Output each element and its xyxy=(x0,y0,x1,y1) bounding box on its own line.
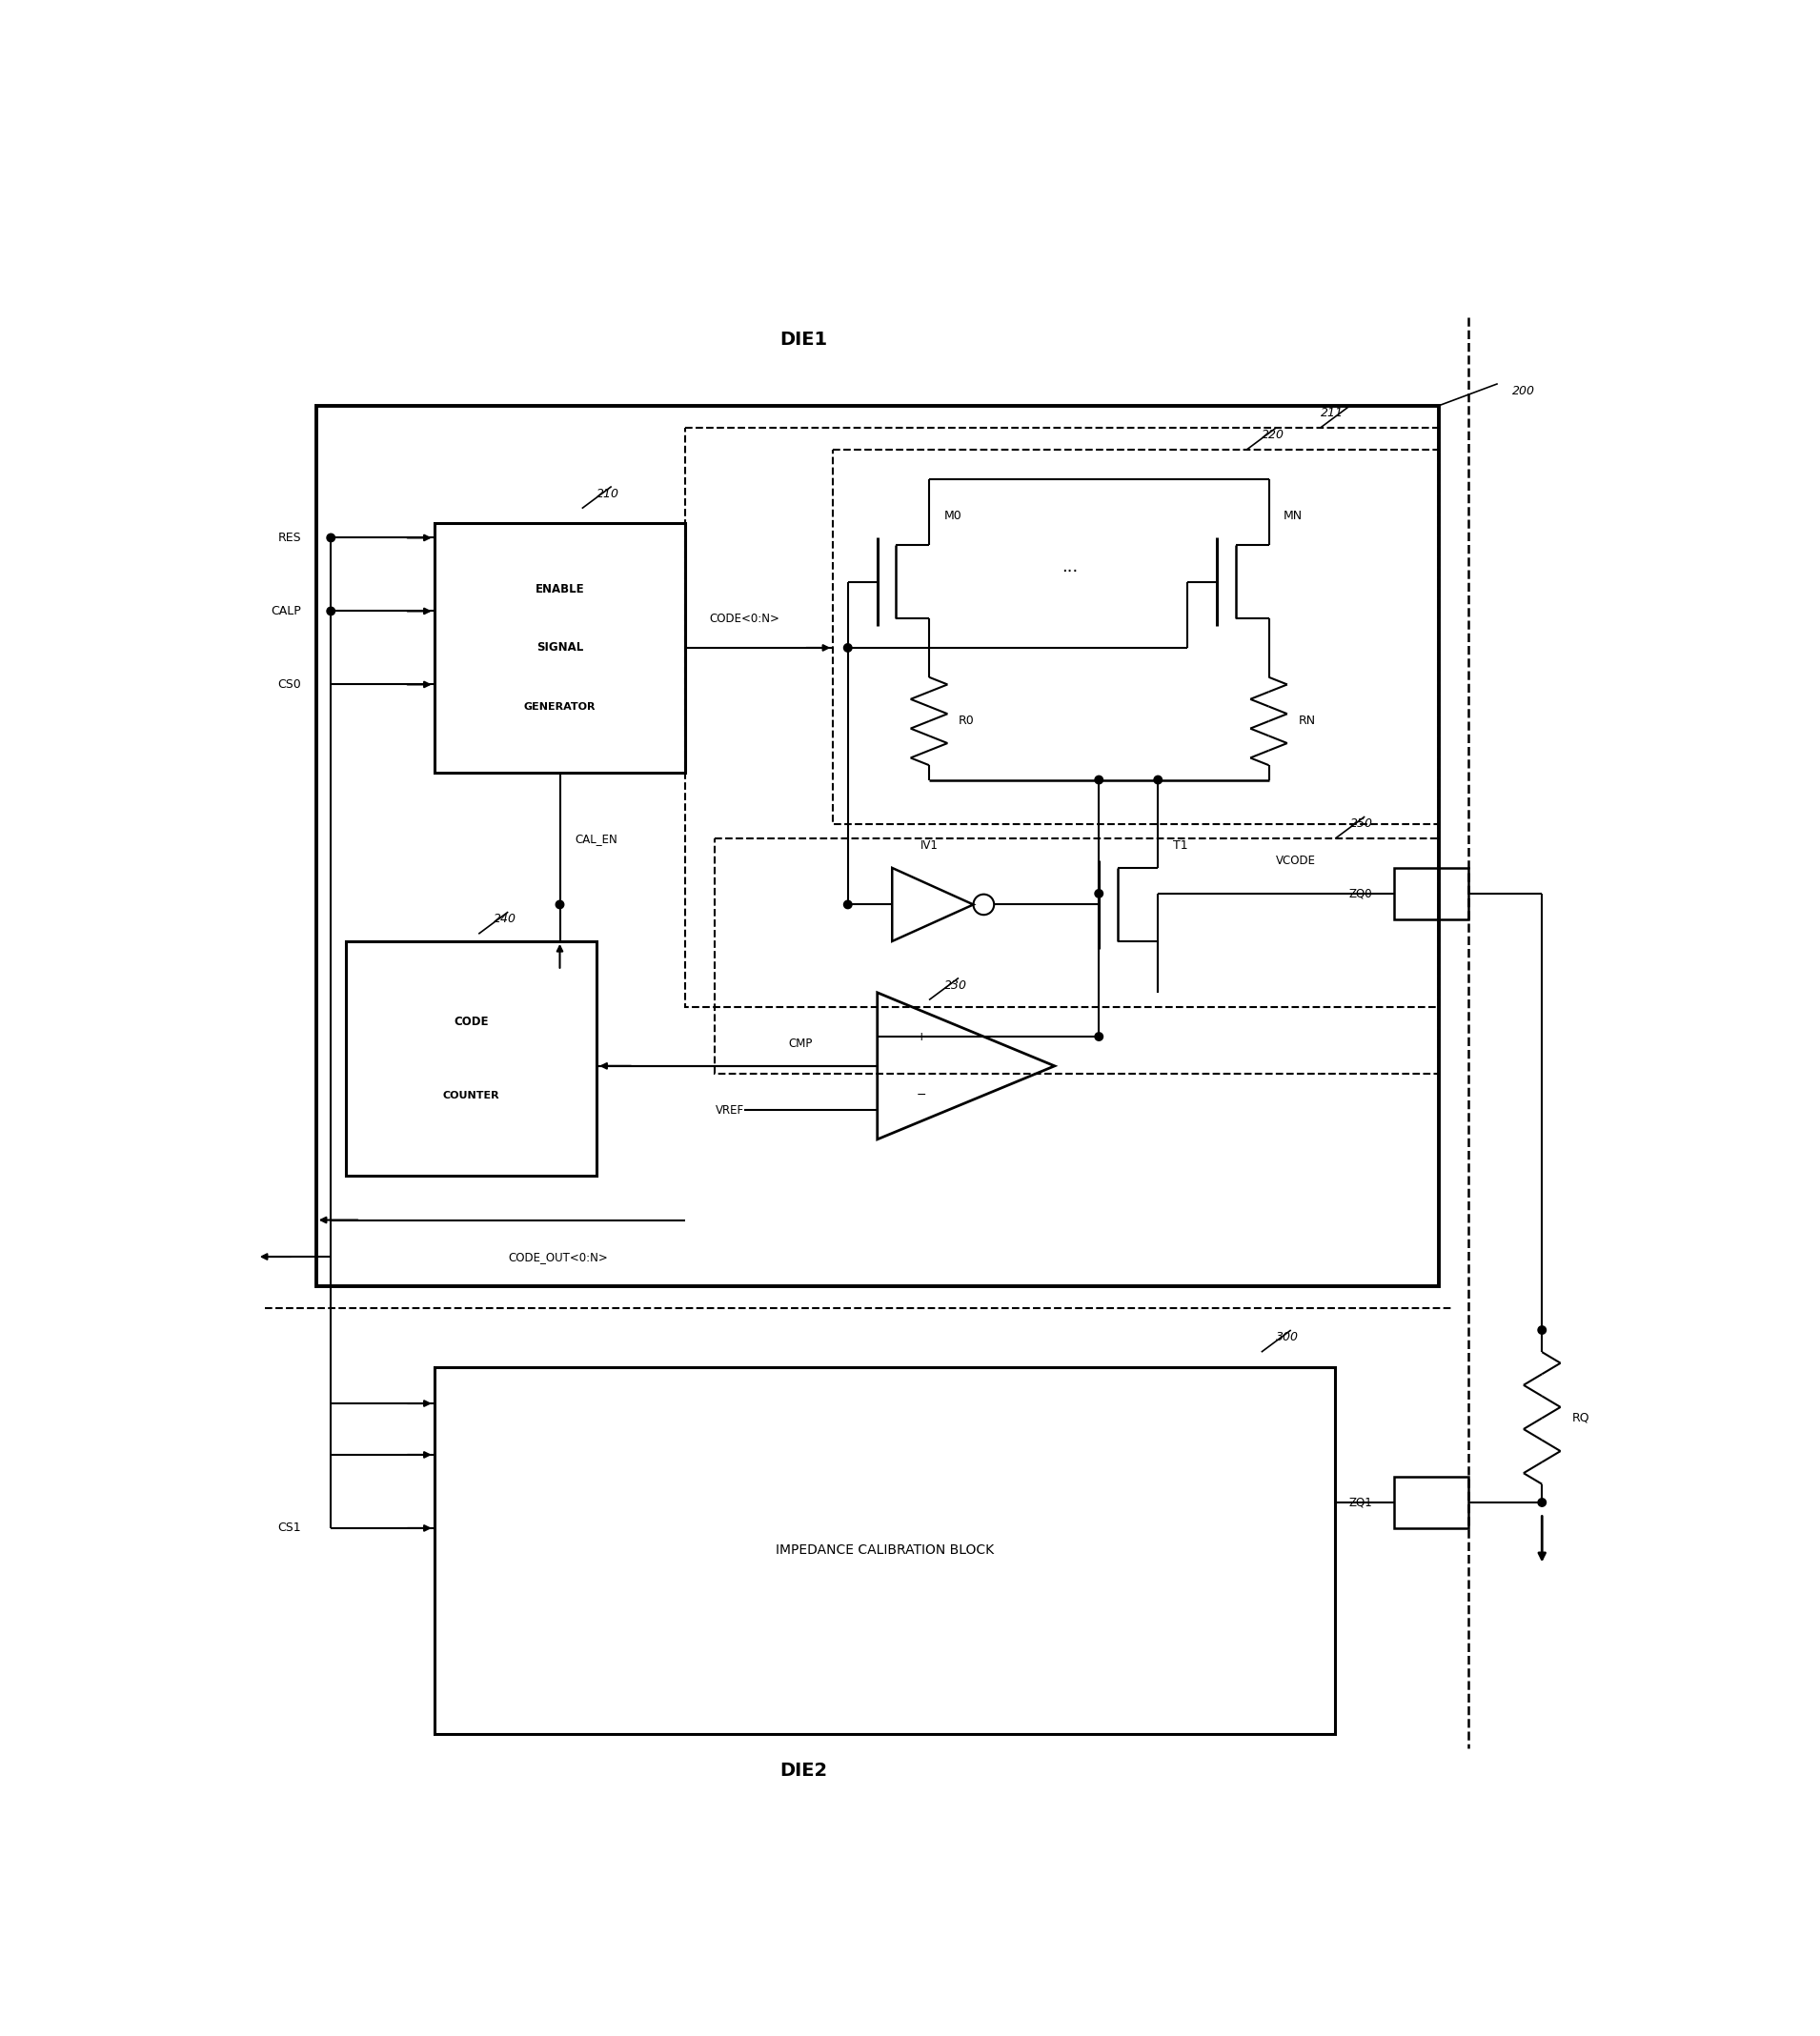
Bar xyxy=(435,1366,1336,1733)
Text: DIE2: DIE2 xyxy=(779,1761,828,1779)
Bar xyxy=(435,523,686,772)
Text: IMPEDANCE CALIBRATION BLOCK: IMPEDANCE CALIBRATION BLOCK xyxy=(775,1543,994,1558)
Text: SIGNAL: SIGNAL xyxy=(537,641,582,654)
Text: 200: 200 xyxy=(1512,385,1536,397)
Text: MN: MN xyxy=(1283,509,1303,521)
Circle shape xyxy=(555,900,564,908)
Text: 210: 210 xyxy=(597,487,619,501)
Circle shape xyxy=(1538,1325,1545,1334)
Text: DIE1: DIE1 xyxy=(779,330,828,348)
Text: CS1: CS1 xyxy=(278,1523,302,1535)
Bar xyxy=(317,405,1438,1287)
Text: CAL_EN: CAL_EN xyxy=(575,833,617,845)
Text: IV1: IV1 xyxy=(921,839,937,853)
Text: COUNTER: COUNTER xyxy=(442,1091,500,1099)
Text: CODE: CODE xyxy=(453,1016,488,1028)
Bar xyxy=(346,941,597,1177)
Text: RQ: RQ xyxy=(1571,1411,1589,1425)
Text: 300: 300 xyxy=(1276,1332,1299,1344)
Text: 230: 230 xyxy=(945,979,966,992)
Text: RES: RES xyxy=(278,531,302,544)
Bar xyxy=(834,450,1438,825)
Circle shape xyxy=(844,643,852,652)
Bar xyxy=(1394,867,1469,918)
Text: M0: M0 xyxy=(945,509,961,521)
Circle shape xyxy=(1096,890,1103,898)
Circle shape xyxy=(1538,1498,1545,1507)
Text: CODE<0:N>: CODE<0:N> xyxy=(710,613,779,625)
Circle shape xyxy=(328,607,335,615)
Text: 220: 220 xyxy=(1261,430,1285,442)
Text: ...: ... xyxy=(1061,558,1077,576)
Text: +: + xyxy=(917,1030,926,1042)
Circle shape xyxy=(328,533,335,542)
Circle shape xyxy=(844,900,852,908)
Bar xyxy=(1394,1476,1469,1529)
Bar xyxy=(686,428,1438,1008)
Bar xyxy=(715,839,1438,1073)
Text: CODE_OUT<0:N>: CODE_OUT<0:N> xyxy=(508,1250,608,1262)
Text: ZQ0: ZQ0 xyxy=(1349,888,1372,900)
Text: CMP: CMP xyxy=(788,1038,814,1051)
Text: 250: 250 xyxy=(1350,818,1372,831)
Text: CALP: CALP xyxy=(271,605,302,617)
Text: VREF: VREF xyxy=(715,1104,744,1116)
Circle shape xyxy=(1096,1032,1103,1040)
Text: 240: 240 xyxy=(493,912,517,926)
Text: RN: RN xyxy=(1298,715,1316,727)
Text: ENABLE: ENABLE xyxy=(535,582,584,595)
Text: GENERATOR: GENERATOR xyxy=(524,702,595,711)
Text: T1: T1 xyxy=(1172,839,1188,853)
Circle shape xyxy=(1096,776,1103,784)
Circle shape xyxy=(1154,776,1161,784)
Text: ZQ1: ZQ1 xyxy=(1349,1496,1372,1509)
Text: CS0: CS0 xyxy=(278,678,302,690)
Text: −: − xyxy=(917,1089,926,1101)
Text: R0: R0 xyxy=(959,715,974,727)
Text: VCODE: VCODE xyxy=(1276,855,1316,867)
Text: 211: 211 xyxy=(1321,407,1343,419)
